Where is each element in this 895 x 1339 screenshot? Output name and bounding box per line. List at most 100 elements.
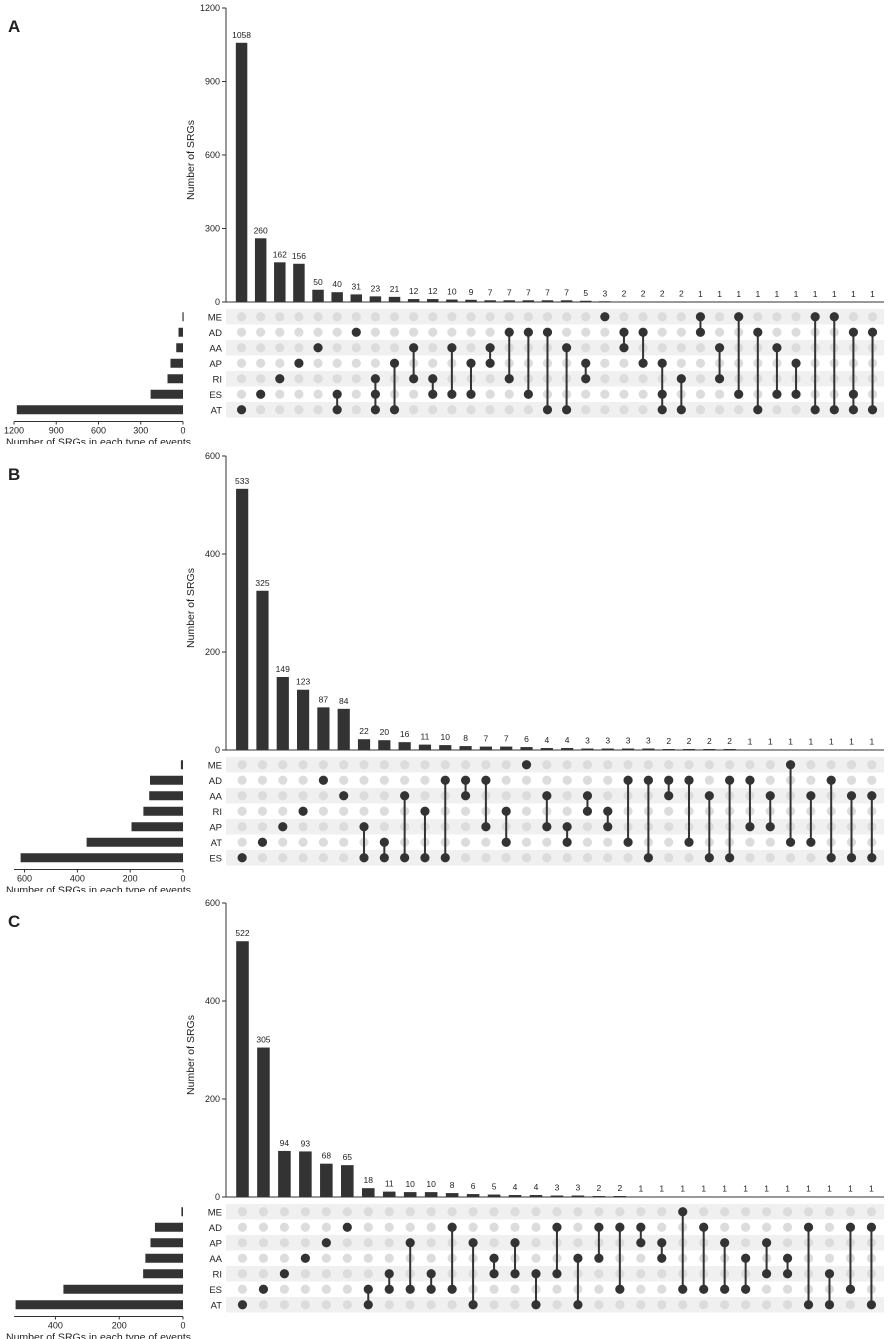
- matrix-dot-empty: [603, 775, 613, 785]
- matrix-dot-empty: [664, 760, 674, 770]
- matrix-dot-filled: [359, 853, 369, 863]
- set-label-aa: AA: [209, 1254, 222, 1265]
- intersection-bar-label: 325: [255, 578, 269, 588]
- intersection-bar: [561, 748, 574, 750]
- set-size-bar: [150, 389, 183, 399]
- set-size-bar: [154, 1222, 183, 1232]
- intersection-bar-label: 40: [332, 279, 342, 289]
- matrix-dot-empty: [676, 327, 686, 337]
- set-label-ad: AD: [209, 1223, 222, 1234]
- intersection-bar: [446, 299, 458, 302]
- matrix-dot-empty: [573, 1222, 583, 1232]
- matrix-dot-empty: [603, 853, 613, 863]
- set-size-bar: [170, 358, 183, 368]
- intersection-bar-label: 1: [785, 1184, 790, 1194]
- matrix-dot-filled: [772, 389, 782, 399]
- matrix-dot-empty: [236, 343, 247, 353]
- matrix-dot-filled: [428, 374, 438, 384]
- matrix-dot-empty: [384, 1253, 394, 1263]
- set-size-tick-label: 200: [123, 874, 138, 884]
- matrix-dot-empty: [824, 1222, 835, 1232]
- matrix-dot-filled: [318, 775, 329, 785]
- matrix-dot-empty: [846, 760, 857, 770]
- matrix-dot-empty: [447, 1207, 457, 1217]
- matrix-dot-empty: [676, 343, 686, 353]
- set-size-axis-title: Number of SRGs in each type of events: [6, 1332, 191, 1339]
- intersection-bar-label: 9: [469, 287, 474, 297]
- matrix-dot-empty: [867, 312, 878, 322]
- intersection-bar: [550, 1195, 564, 1197]
- matrix-dot-empty: [279, 1222, 290, 1232]
- intersection-bar-label: 6: [471, 1181, 476, 1191]
- matrix-dot-empty: [359, 760, 369, 770]
- intersection-bar: [865, 749, 878, 751]
- intersection-bar: [378, 740, 391, 750]
- intersection-bar-label: 18: [364, 1175, 374, 1185]
- matrix-dot-empty: [318, 760, 329, 770]
- matrix-dot-empty: [581, 343, 591, 353]
- matrix-dot-empty: [489, 1300, 499, 1310]
- matrix-dot-filled: [562, 822, 572, 832]
- matrix-dot-empty: [256, 312, 266, 322]
- matrix-dot-empty: [725, 760, 735, 770]
- set-size-bar: [15, 1300, 183, 1310]
- matrix-dot-empty: [339, 806, 349, 816]
- matrix-dot-filled: [275, 374, 285, 384]
- matrix-row-stripe: [226, 819, 884, 835]
- intersection-bar-label: 533: [235, 476, 249, 486]
- matrix-dot-empty: [594, 1269, 604, 1279]
- matrix-dot-filled: [623, 775, 633, 785]
- set-size-bar: [150, 1238, 183, 1248]
- intersection-bar: [235, 42, 248, 302]
- intersection-bar: [388, 296, 401, 302]
- matrix-dot-filled: [824, 1269, 835, 1279]
- intersection-bar: [637, 301, 649, 303]
- matrix-dot-filled: [643, 775, 653, 785]
- intersection-bar: [236, 488, 249, 750]
- matrix-dot-empty: [447, 405, 457, 415]
- intersection-bar: [743, 749, 757, 751]
- matrix-dot-empty: [510, 1207, 520, 1217]
- set-size-bar: [167, 374, 183, 384]
- intersection-bar: [508, 1195, 522, 1197]
- matrix-dot-empty: [342, 1207, 352, 1217]
- matrix-dot-empty: [582, 837, 593, 847]
- intersection-bar-label: 22: [359, 726, 369, 736]
- set-label-ri: RI: [213, 1269, 223, 1280]
- matrix-dot-filled: [761, 1238, 772, 1248]
- matrix-dot-empty: [542, 760, 552, 770]
- intersection-bar: [317, 707, 330, 750]
- matrix-dot-filled: [720, 1284, 730, 1294]
- intersection-bar-label: 1: [829, 737, 834, 747]
- intersection-bar-label: 12: [409, 286, 419, 296]
- intersection-bar-label: 31: [352, 281, 362, 291]
- matrix-dot-empty: [342, 1284, 352, 1294]
- matrix-dot-empty: [501, 791, 511, 801]
- intersection-bar: [790, 301, 802, 303]
- matrix-dot-filled: [829, 312, 839, 322]
- intersection-bar-label: 68: [322, 1151, 332, 1161]
- intersection-bar-label: 3: [602, 288, 607, 298]
- matrix-dot-filled: [664, 775, 674, 785]
- matrix-dot-empty: [258, 1238, 269, 1248]
- matrix-dot-empty: [485, 389, 495, 399]
- intersection-bar-label: 4: [565, 735, 570, 745]
- matrix-dot-empty: [257, 822, 268, 832]
- matrix-dot-empty: [294, 327, 304, 337]
- matrix-dot-empty: [720, 1222, 730, 1232]
- intersection-bar-label: 10: [405, 1179, 415, 1189]
- set-size-bar: [176, 343, 183, 353]
- matrix-row-stripe: [226, 340, 884, 356]
- matrix-dot-filled: [542, 822, 552, 832]
- set-label-me: ME: [208, 760, 222, 771]
- matrix-dot-empty: [236, 358, 247, 368]
- matrix-dot-filled: [638, 358, 648, 368]
- matrix-dot-empty: [782, 1300, 793, 1310]
- matrix-dot-empty: [594, 1284, 604, 1294]
- matrix-dot-empty: [294, 312, 304, 322]
- matrix-dot-empty: [389, 327, 400, 337]
- intersection-bar: [697, 1196, 710, 1198]
- matrix-dot-empty: [552, 1284, 562, 1294]
- matrix-dot-empty: [409, 389, 419, 399]
